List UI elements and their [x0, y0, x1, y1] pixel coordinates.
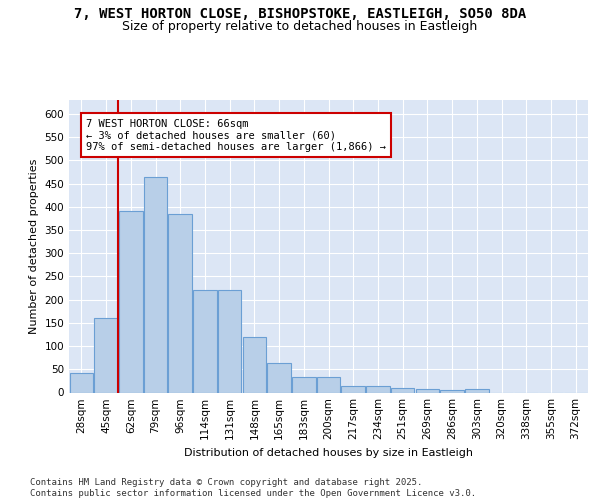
Bar: [193, 290, 217, 392]
Bar: [218, 290, 241, 392]
Text: 7 WEST HORTON CLOSE: 66sqm
← 3% of detached houses are smaller (60)
97% of semi-: 7 WEST HORTON CLOSE: 66sqm ← 3% of detac…: [86, 118, 386, 152]
Text: 7, WEST HORTON CLOSE, BISHOPSTOKE, EASTLEIGH, SO50 8DA: 7, WEST HORTON CLOSE, BISHOPSTOKE, EASTL…: [74, 8, 526, 22]
X-axis label: Distribution of detached houses by size in Eastleigh: Distribution of detached houses by size …: [184, 448, 473, 458]
Bar: [440, 390, 464, 392]
Text: Size of property relative to detached houses in Eastleigh: Size of property relative to detached ho…: [122, 20, 478, 33]
Bar: [465, 389, 488, 392]
Bar: [70, 372, 93, 392]
Text: Contains HM Land Registry data © Crown copyright and database right 2025.
Contai: Contains HM Land Registry data © Crown c…: [30, 478, 476, 498]
Bar: [169, 214, 192, 392]
Bar: [366, 386, 389, 392]
Bar: [144, 176, 167, 392]
Bar: [317, 377, 340, 392]
Bar: [416, 389, 439, 392]
Bar: [341, 386, 365, 392]
Bar: [94, 318, 118, 392]
Y-axis label: Number of detached properties: Number of detached properties: [29, 158, 39, 334]
Bar: [292, 377, 316, 392]
Bar: [242, 337, 266, 392]
Bar: [268, 363, 291, 392]
Bar: [391, 388, 415, 392]
Bar: [119, 212, 143, 392]
